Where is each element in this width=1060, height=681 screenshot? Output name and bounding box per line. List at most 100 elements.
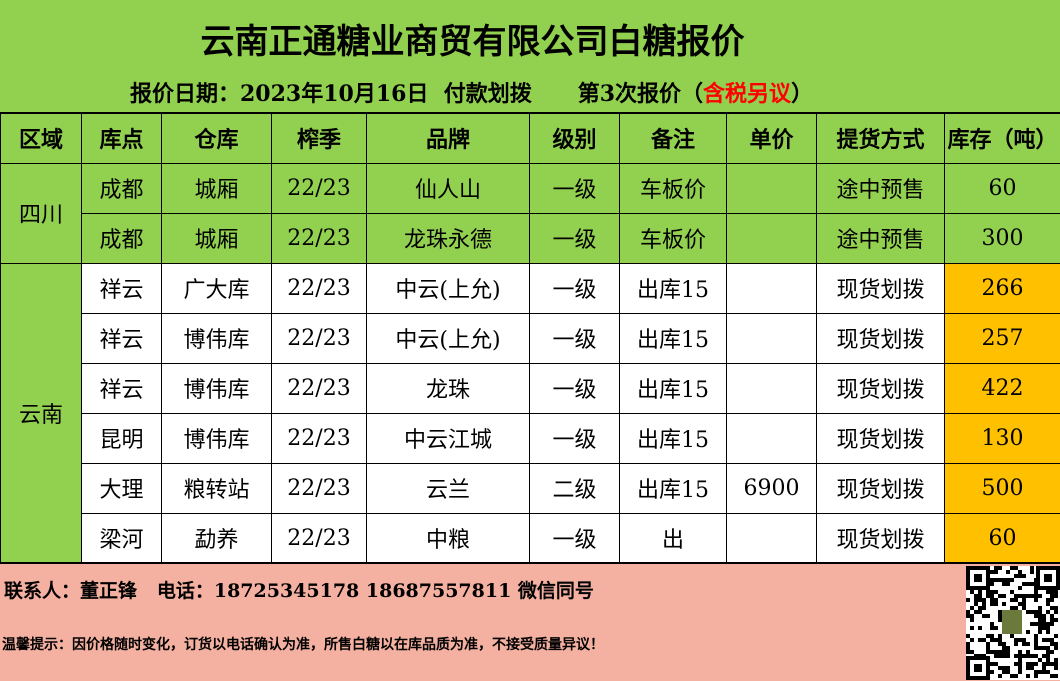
tax-note: 含税另议 bbox=[703, 81, 792, 107]
price-table: 区域 库点 仓库 榨季 品牌 级别 备注 单价 提货方式 库存（吨） 四川 成都 城厢 22/23 仙人山一… bbox=[0, 112, 1060, 564]
page-title: 云南正通糖业商贸有限公司白糖报价 bbox=[200, 22, 745, 62]
table-cell: 22/23 bbox=[271, 412, 367, 464]
table-cell bbox=[726, 512, 817, 564]
table-cell bbox=[726, 412, 817, 464]
table-cell: 车板价 bbox=[619, 212, 727, 264]
table-cell: 博伟库 bbox=[161, 412, 272, 464]
table-cell: 一级 bbox=[529, 162, 620, 214]
subtitle-text: 报价日期：2023年10月16日 付款划拨 第3次报价（ bbox=[130, 81, 704, 107]
table-cell: 22/23 bbox=[271, 512, 367, 564]
table-cell: 广大库 bbox=[161, 262, 272, 314]
table-cell: 祥云 bbox=[81, 362, 162, 414]
table-cell bbox=[726, 362, 817, 414]
table-cell: 22/23 bbox=[271, 212, 367, 264]
table-cell: 一级 bbox=[529, 362, 620, 414]
header-row: 区域 库点 仓库 榨季 品牌 级别 备注 单价 提货方式 库存（吨） bbox=[0, 112, 1060, 164]
table-cell: 出库15 bbox=[619, 412, 727, 464]
table-cell: 300 bbox=[944, 212, 1060, 264]
table-cell: 500 bbox=[944, 462, 1060, 514]
table-cell: 中云(上允) bbox=[366, 262, 530, 314]
column-header: 榨季 bbox=[271, 112, 367, 164]
table-cell: 途中预售 bbox=[816, 162, 945, 214]
column-header: 单价 bbox=[726, 112, 817, 164]
table-cell: 22/23 bbox=[271, 162, 367, 214]
table-cell: 422 bbox=[944, 362, 1060, 414]
subtitle-suffix: ） bbox=[791, 81, 814, 107]
table-cell: 梁河 bbox=[81, 512, 162, 564]
table-row: 祥云 博伟库 22/23 龙珠 一级 出库15 现货划拨 422 bbox=[1, 362, 1060, 414]
table-cell: 一级 bbox=[529, 412, 620, 464]
quote-subtitle: 报价日期：2023年10月16日 付款划拨 第3次报价（含税另议） bbox=[130, 76, 813, 108]
table-cell: 龙珠永德 bbox=[366, 212, 530, 264]
table-cell bbox=[726, 262, 817, 314]
table-cell: 云兰 bbox=[366, 462, 530, 514]
table-row: 祥云 博伟库 22/23 中云(上允) 一级 出库15 现货划拨 257 bbox=[1, 312, 1060, 364]
table-row: 大理 粮转站 22/23 云兰 二级 出库15 6900 现货划拨 500 bbox=[1, 462, 1060, 514]
table-cell: 22/23 bbox=[271, 312, 367, 364]
table-row: 昆明 博伟库 22/23 中云江城 一级 出库15 现货划拨 130 bbox=[1, 412, 1060, 464]
table-cell: 一级 bbox=[529, 312, 620, 364]
table-cell: 130 bbox=[944, 412, 1060, 464]
table-cell: 现货划拨 bbox=[816, 412, 945, 464]
table-cell: 祥云 bbox=[81, 312, 162, 364]
table-cell: 现货划拨 bbox=[816, 462, 945, 514]
table-row: 成都 城厢 22/23 龙珠永德 一级 车板价 途中预售 300 bbox=[1, 212, 1060, 264]
table-cell: 中云江城 bbox=[366, 412, 530, 464]
footer: 联系人：董正锋 电话：18725345178 18687557811 微信同号 … bbox=[0, 562, 1060, 681]
table-cell: 昆明 bbox=[81, 412, 162, 464]
table-cell: 途中预售 bbox=[816, 212, 945, 264]
column-header: 品牌 bbox=[366, 112, 530, 164]
table-cell: 一级 bbox=[529, 212, 620, 264]
region-cell: 云南 bbox=[0, 262, 82, 564]
table-cell bbox=[726, 312, 817, 364]
table-cell: 60 bbox=[944, 162, 1060, 214]
contact-info: 联系人：董正锋 电话：18725345178 18687557811 微信同号 bbox=[4, 580, 594, 602]
table-cell: 城厢 bbox=[161, 212, 272, 264]
table-cell: 粮转站 bbox=[161, 462, 272, 514]
table-cell: 出库15 bbox=[619, 462, 727, 514]
table-cell bbox=[726, 212, 817, 264]
table-row: 四川 成都 城厢 22/23 仙人山 一级 车板价 途中预售 60 bbox=[0, 162, 1060, 264]
column-header: 库存（吨） bbox=[944, 112, 1060, 164]
table-cell: 现货划拨 bbox=[816, 512, 945, 564]
table-row: 云南 祥云 广大库 22/23 中云(上允) 一级 出库15 现货划拨 266 bbox=[0, 262, 1060, 564]
table-cell: 257 bbox=[944, 312, 1060, 364]
table-cell: 中云(上允) bbox=[366, 312, 530, 364]
table-cell: 龙珠 bbox=[366, 362, 530, 414]
table-cell: 中粮 bbox=[366, 512, 530, 564]
table-cell: 266 bbox=[944, 262, 1060, 314]
table-cell bbox=[726, 162, 817, 214]
table-cell: 出库15 bbox=[619, 362, 727, 414]
table-cell: 大理 bbox=[81, 462, 162, 514]
table-row: 梁河 勐养 22/23 中粮 一级出 现货划拨 60 bbox=[1, 512, 1060, 564]
table-cell: 出 bbox=[619, 512, 727, 564]
table-cell: 勐养 bbox=[161, 512, 272, 564]
table-cell: 成都 bbox=[81, 162, 162, 214]
notice: 温馨提示：因价格随时变化，订货以电话确认为准，所售白糖以在库品质为准，不接受质量… bbox=[2, 637, 604, 653]
region-cell: 四川 bbox=[0, 162, 82, 264]
table-cell: 成都 bbox=[81, 212, 162, 264]
table-cell: 二级 bbox=[529, 462, 620, 514]
table-cell: 仙人山 bbox=[366, 162, 530, 214]
table-cell: 现货划拨 bbox=[816, 312, 945, 364]
column-header: 备注 bbox=[619, 112, 727, 164]
table-cell: 博伟库 bbox=[161, 362, 272, 414]
column-header: 级别 bbox=[529, 112, 620, 164]
table-cell: 祥云 bbox=[81, 262, 162, 314]
column-header: 区域 bbox=[0, 112, 82, 164]
table-cell: 22/23 bbox=[271, 262, 367, 314]
table-cell: 现货划拨 bbox=[816, 262, 945, 314]
table-cell: 车板价 bbox=[619, 162, 727, 214]
table-cell: 现货划拨 bbox=[816, 362, 945, 414]
table-cell: 60 bbox=[944, 512, 1060, 564]
table-cell: 一级 bbox=[529, 262, 620, 314]
table-cell: 22/23 bbox=[271, 362, 367, 414]
column-header: 库点 bbox=[81, 112, 162, 164]
table-cell: 城厢 bbox=[161, 162, 272, 214]
table-cell: 博伟库 bbox=[161, 312, 272, 364]
qr-code-icon bbox=[966, 566, 1060, 680]
table-cell: 22/23 bbox=[271, 462, 367, 514]
column-header: 仓库 bbox=[161, 112, 272, 164]
table-cell: 6900 bbox=[726, 462, 817, 514]
table-cell: 出库15 bbox=[619, 312, 727, 364]
